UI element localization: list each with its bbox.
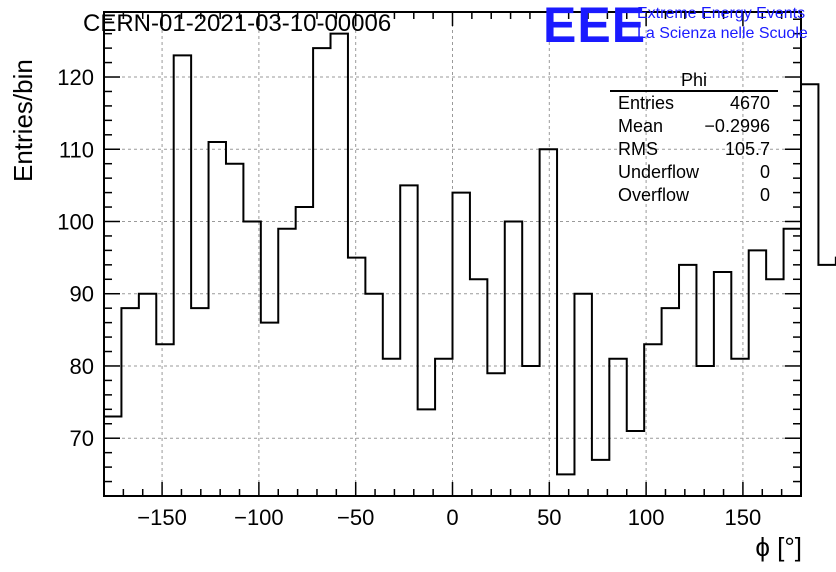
y-axis-label-wrap: Entries/bin xyxy=(8,59,38,183)
y-tick-label: 90 xyxy=(70,282,94,307)
logo-caption: Extreme Energy Events La Scienza nelle S… xyxy=(637,4,808,44)
stats-label: Underflow xyxy=(618,162,700,182)
stats-row-underflow: Underflow 0 xyxy=(610,161,778,184)
x-tick-label: 0 xyxy=(446,505,458,530)
stats-row-overflow: Overflow 0 xyxy=(610,184,778,207)
run-title: CERN-01-2021-03-10-00006 xyxy=(83,10,392,37)
logo-caption-line1: Extreme Energy Events xyxy=(637,5,806,22)
x-tick-label: −100 xyxy=(234,505,284,530)
stats-divider xyxy=(610,90,778,92)
axis-tick-labels: −150 −100 −50 0 50 100 150 70 80 90 100 110 120 xyxy=(57,65,761,530)
x-tick-label: 100 xyxy=(628,505,665,530)
y-tick-label: 120 xyxy=(57,65,94,90)
stats-row-mean: Mean −0.2996 xyxy=(610,115,778,138)
y-tick-label: 110 xyxy=(59,137,94,162)
stats-label: Overflow xyxy=(618,185,690,205)
x-tick-label: 50 xyxy=(537,505,561,530)
stats-row-entries: Entries 4670 xyxy=(610,92,778,115)
y-tick-label: 100 xyxy=(57,209,94,234)
stats-value: 4670 xyxy=(729,93,770,113)
plot-frame xyxy=(103,11,802,497)
stats-value: 0 xyxy=(759,162,770,182)
eee-logo: EEE xyxy=(543,0,647,53)
x-tick-label: −50 xyxy=(337,505,374,530)
stats-title: Phi xyxy=(680,70,707,90)
histogram-outline xyxy=(104,32,836,476)
x-tick-label: 150 xyxy=(725,505,762,530)
stats-value: 105.7 xyxy=(724,139,770,159)
y-tick-label: 70 xyxy=(70,426,94,451)
stats-row-rms: RMS 105.7 xyxy=(610,138,778,161)
stats-label: RMS xyxy=(618,139,658,159)
y-tick-label: 80 xyxy=(70,354,94,379)
stats-value: −0.2996 xyxy=(704,116,770,136)
stats-label: Entries xyxy=(618,93,675,113)
stats-label: Mean xyxy=(618,116,664,136)
histogram-steps xyxy=(104,32,836,476)
stats-box: Phi Entries 4670 Mean −0.2996 RMS 105.7 … xyxy=(610,70,778,207)
x-axis-label: ϕ [°] xyxy=(755,532,802,562)
logo-caption-line2: La Scienza nelle Scuole xyxy=(637,25,808,42)
x-tick-label: −150 xyxy=(137,505,187,530)
y-axis-label: Entries/bin xyxy=(8,59,38,182)
stats-value: 0 xyxy=(759,185,770,205)
